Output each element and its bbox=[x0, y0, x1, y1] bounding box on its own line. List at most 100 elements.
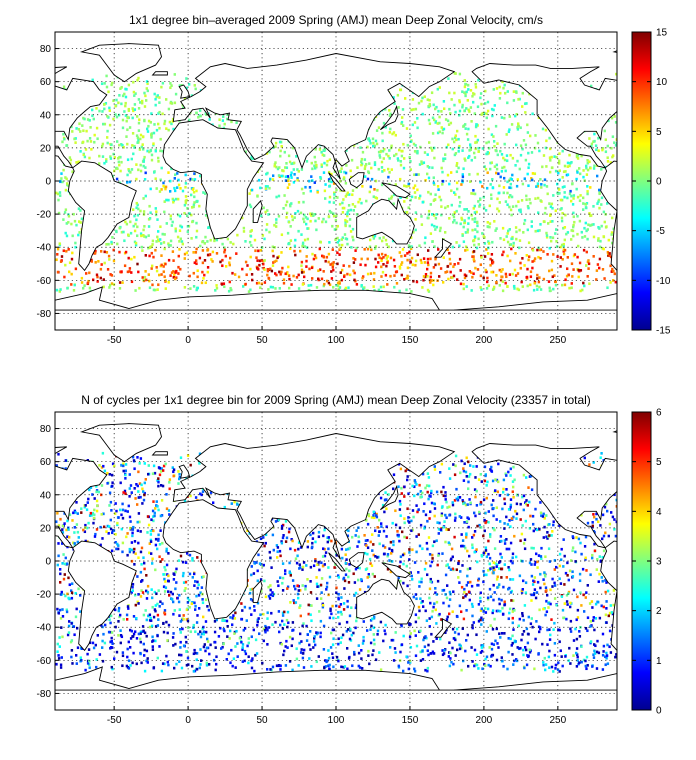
velocity-bin bbox=[344, 220, 347, 224]
cycles-bin bbox=[215, 662, 218, 666]
velocity-bin bbox=[496, 153, 499, 157]
cycles-bin bbox=[168, 594, 171, 597]
velocity-bin bbox=[488, 146, 491, 150]
velocity-bin bbox=[571, 182, 574, 185]
velocity-bin bbox=[67, 213, 70, 217]
velocity-bin bbox=[570, 229, 573, 232]
velocity-bin bbox=[63, 211, 67, 214]
velocity-bin bbox=[611, 155, 614, 159]
cycles-bin bbox=[586, 629, 589, 633]
velocity-bin bbox=[335, 188, 338, 192]
cycles-bin bbox=[469, 580, 472, 584]
cycles-bin bbox=[512, 599, 515, 603]
velocity-bin bbox=[293, 244, 297, 248]
velocity-bin bbox=[571, 229, 575, 233]
velocity-bin bbox=[257, 178, 261, 182]
cycles-bin bbox=[481, 618, 485, 622]
velocity-bin bbox=[162, 181, 165, 185]
velocity-bin bbox=[309, 219, 312, 223]
velocity-bin bbox=[169, 190, 172, 193]
cycles-bin bbox=[413, 561, 417, 564]
velocity-bin bbox=[506, 180, 509, 184]
velocity-bin bbox=[557, 171, 560, 175]
velocity-bin bbox=[273, 246, 276, 249]
velocity-bin bbox=[420, 215, 423, 218]
velocity-bin bbox=[543, 211, 547, 215]
cycles-bin bbox=[524, 501, 527, 504]
cycles-bin bbox=[388, 559, 391, 562]
velocity-bin bbox=[154, 288, 157, 292]
velocity-bin bbox=[337, 287, 340, 291]
velocity-bin bbox=[330, 211, 333, 214]
velocity-bin bbox=[300, 271, 304, 274]
velocity-bin bbox=[182, 106, 185, 110]
velocity-bin bbox=[67, 184, 70, 188]
velocity-bin bbox=[318, 247, 321, 251]
velocity-bin bbox=[123, 239, 126, 243]
cycles-bin bbox=[106, 524, 109, 528]
velocity-bin bbox=[584, 206, 588, 209]
velocity-bin bbox=[509, 208, 513, 212]
velocity-bin bbox=[112, 117, 115, 121]
velocity-bin bbox=[108, 286, 111, 289]
velocity-bin bbox=[324, 259, 327, 263]
cycles-bin bbox=[583, 610, 586, 613]
cycles-bin bbox=[278, 549, 282, 553]
cycles-bin bbox=[457, 496, 460, 499]
velocity-bin bbox=[66, 286, 69, 290]
velocity-bin bbox=[397, 106, 400, 109]
coastline-greenland bbox=[79, 43, 162, 83]
velocity-bin bbox=[453, 153, 457, 157]
velocity-bin bbox=[124, 95, 128, 99]
velocity-bin bbox=[504, 91, 507, 95]
velocity-bin bbox=[566, 161, 570, 165]
velocity-bin bbox=[100, 250, 103, 253]
velocity-bin bbox=[399, 177, 402, 181]
cycles-bin bbox=[608, 629, 612, 633]
cycles-bin bbox=[254, 653, 257, 657]
cycles-bin bbox=[425, 636, 428, 640]
velocity-bin bbox=[461, 90, 464, 94]
velocity-bin bbox=[64, 188, 68, 192]
velocity-bin bbox=[141, 101, 144, 105]
velocity-bin bbox=[596, 174, 599, 178]
cycles-bin bbox=[421, 472, 425, 476]
velocity-bin bbox=[195, 235, 198, 239]
velocity-bin bbox=[458, 204, 461, 208]
cycles-bin bbox=[358, 566, 361, 570]
cycles-bin bbox=[130, 559, 134, 563]
velocity-bin bbox=[147, 273, 150, 276]
velocity-bin bbox=[438, 275, 441, 278]
cycles-bin bbox=[445, 516, 448, 520]
velocity-bin bbox=[412, 142, 416, 146]
velocity-bin bbox=[576, 195, 580, 199]
velocity-bin bbox=[287, 176, 290, 180]
cycles-bin bbox=[178, 614, 181, 617]
cycles-bin bbox=[98, 653, 102, 656]
cycles-bin bbox=[409, 632, 412, 635]
cycles-bin bbox=[567, 590, 571, 594]
velocity-bin bbox=[355, 283, 359, 286]
velocity-bin bbox=[131, 132, 135, 135]
velocity-bin bbox=[497, 209, 501, 213]
cycles-bin bbox=[522, 618, 525, 622]
velocity-bin bbox=[548, 246, 551, 250]
cycles-bin bbox=[339, 603, 343, 606]
velocity-bin bbox=[506, 285, 509, 288]
cycles-bin bbox=[517, 624, 520, 628]
cycles-bin bbox=[345, 558, 348, 561]
velocity-bin bbox=[495, 274, 498, 277]
cycles-bin bbox=[283, 649, 286, 653]
cycles-bin bbox=[428, 587, 432, 591]
velocity-bin bbox=[178, 248, 181, 251]
velocity-bin bbox=[156, 218, 159, 221]
cycles-bin bbox=[139, 550, 143, 554]
velocity-bin bbox=[275, 195, 278, 199]
velocity-bin bbox=[154, 213, 158, 217]
velocity-bin bbox=[105, 74, 108, 78]
velocity-bin bbox=[598, 257, 602, 261]
velocity-bin bbox=[183, 252, 187, 256]
velocity-bin bbox=[544, 146, 548, 150]
velocity-bin bbox=[491, 288, 495, 291]
velocity-bin bbox=[376, 188, 379, 192]
